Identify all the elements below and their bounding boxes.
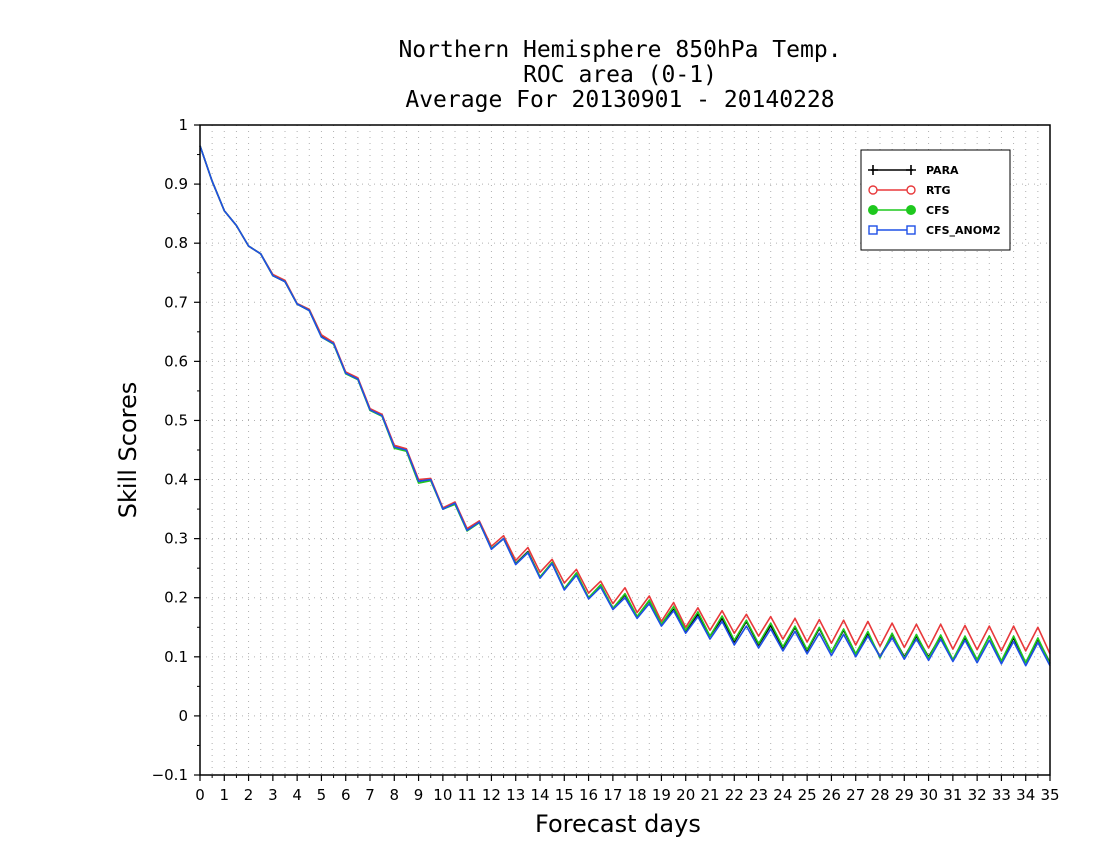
axis-ticks: −0.100.10.20.30.40.50.60.70.80.910 1 2 3 4 5 6… (152, 116, 1060, 804)
legend-marker-filled-circle (868, 205, 878, 215)
x-tick-label: 5 (317, 786, 327, 804)
series-line-cfs-anom2 (199, 145, 1051, 667)
x-tick-label: 35 (1040, 786, 1059, 804)
x-tick-label: 10 (433, 786, 452, 804)
x-tick-label: 34 (1016, 786, 1035, 804)
y-tick-label: 0.7 (164, 293, 188, 311)
x-tick-label: 28 (870, 786, 889, 804)
y-tick-label: 0.8 (164, 234, 188, 252)
x-tick-label: 32 (968, 786, 987, 804)
x-tick-label: 29 (895, 786, 914, 804)
y-tick-label: 0.9 (164, 175, 188, 193)
x-tick-label: 2 (244, 786, 254, 804)
legend-label-cfs: CFS (926, 204, 950, 217)
y-tick-label: 1 (178, 116, 188, 134)
x-tick-label: 7 (365, 786, 375, 804)
x-tick-label: 3 (268, 786, 278, 804)
x-tick-label: 16 (579, 786, 598, 804)
x-tick-label: 8 (390, 786, 400, 804)
legend-marker-square (868, 225, 878, 235)
x-tick-label: 0 (195, 786, 205, 804)
y-tick-label: 0.5 (164, 411, 188, 429)
x-tick-label: 23 (749, 786, 768, 804)
x-tick-label: 1 (220, 786, 230, 804)
x-tick-label: 22 (725, 786, 744, 804)
x-tick-label: 11 (458, 786, 477, 804)
x-tick-label: 21 (700, 786, 719, 804)
y-tick-label: 0.3 (164, 530, 188, 548)
x-tick-label: 26 (822, 786, 841, 804)
chart-title-line-1: Northern Hemisphere 850hPa Temp. (398, 37, 842, 63)
legend-label-cfs-anom2: CFS_ANOM2 (926, 224, 1001, 237)
legend: PARA RTG CFS CFS_ANOM2 (860, 149, 1011, 251)
x-tick-label: 33 (992, 786, 1011, 804)
y-tick-label: 0.4 (164, 471, 188, 489)
x-tick-label: 17 (603, 786, 622, 804)
legend-marker-plus (906, 165, 916, 175)
y-tick-label: −0.1 (152, 766, 188, 784)
legend-marker-circle (906, 185, 916, 195)
x-tick-label: 27 (846, 786, 865, 804)
legend-marker-plus (868, 165, 878, 175)
x-tick-label: 19 (652, 786, 671, 804)
x-tick-label: 25 (798, 786, 817, 804)
y-tick-label: 0.6 (164, 352, 188, 370)
x-axis-label: Forecast days (535, 810, 701, 838)
x-tick-label: 13 (506, 786, 525, 804)
x-tick-label: 15 (555, 786, 574, 804)
legend-label-rtg: RTG (926, 184, 951, 197)
x-tick-label: 24 (773, 786, 792, 804)
legend-marker-square (906, 225, 916, 235)
series-lines (199, 145, 1051, 667)
y-tick-label: 0 (178, 707, 188, 725)
legend-box (860, 149, 1011, 251)
chart-title-line-3: Average For 20130901 - 20140228 (405, 87, 835, 113)
x-tick-label: 18 (628, 786, 647, 804)
y-axis-label: Skill Scores (114, 381, 142, 519)
x-tick-label: 30 (919, 786, 938, 804)
x-tick-label: 14 (530, 786, 549, 804)
x-tick-label: 9 (414, 786, 424, 804)
x-tick-label: 12 (482, 786, 501, 804)
chart-title-line-2: ROC area (0-1) (523, 62, 717, 88)
y-tick-label: 0.1 (164, 648, 188, 666)
x-tick-label: 31 (943, 786, 962, 804)
legend-label-para: PARA (926, 164, 959, 177)
x-tick-label: 4 (292, 786, 302, 804)
x-tick-label: 20 (676, 786, 695, 804)
legend-marker-circle (868, 185, 878, 195)
legend-marker-filled-circle (906, 205, 916, 215)
y-tick-label: 0.2 (164, 589, 188, 607)
x-tick-label: 6 (341, 786, 351, 804)
